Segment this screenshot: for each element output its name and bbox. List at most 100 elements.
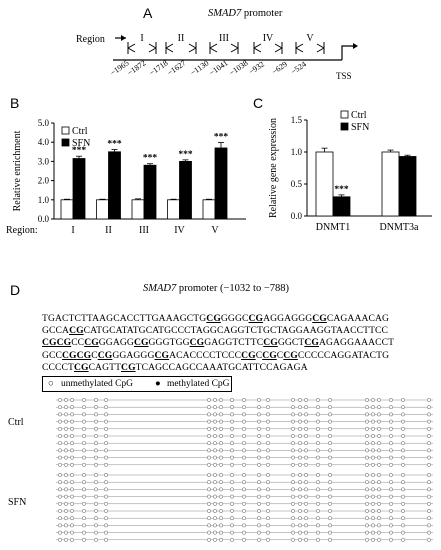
unmethylated-cpg (64, 530, 68, 535)
unmethylated-cpg (298, 398, 302, 402)
unmethylated-cpg (242, 419, 246, 424)
unmethylated-cpg (291, 516, 295, 521)
unmethylated-cpg (219, 412, 223, 417)
cpg-site: CG (206, 313, 221, 324)
unmethylated-cpg (291, 455, 295, 460)
group-label-ctrl: Ctrl (8, 417, 24, 428)
unmethylated-cpg (328, 480, 332, 485)
unmethylated-cpg (230, 494, 234, 499)
unmethylated-cpg (242, 448, 246, 453)
significance-label: *** (72, 146, 87, 156)
unmethylated-cpg (298, 434, 302, 438)
unmethylated-cpg (389, 426, 393, 431)
panel-label-a: A (143, 5, 153, 21)
unmethylated-cpg (427, 530, 431, 535)
panel-a-title-rest: promoter (241, 8, 283, 19)
unmethylated-cpg (389, 412, 393, 417)
region-numeral: III (219, 33, 229, 44)
unmethylated-cpg (304, 441, 308, 446)
sequence-fragment: CAGTT (88, 361, 122, 373)
unmethylated-cpg (207, 473, 211, 477)
primer-reverse-arrow (316, 43, 325, 53)
sequence-fragment: ACACCCCTCCC (169, 349, 242, 361)
unmethylated-cpg (266, 455, 270, 460)
unmethylated-cpg (94, 537, 98, 542)
unmethylated-cpg (304, 487, 308, 492)
unmethylated-cpg (242, 473, 246, 477)
unmethylated-cpg (94, 398, 98, 402)
cpg-site: CG (312, 313, 327, 324)
unmethylated-cpg (304, 537, 308, 542)
cpg-site: CG (42, 337, 57, 349)
unmethylated-cpg (70, 434, 74, 438)
unmethylated-cpg (64, 516, 68, 521)
unmethylated-cpg (94, 462, 98, 467)
unmethylated-cpg (257, 537, 261, 542)
panel-label-b: B (10, 95, 20, 111)
y-tick-label: 1.0 (291, 147, 303, 157)
unmethylated-cpg (377, 448, 381, 453)
unmethylated-cpg (266, 434, 270, 438)
unmethylated-cpg (365, 509, 369, 513)
unmethylated-cpg (58, 537, 62, 542)
unmethylated-cpg (298, 537, 302, 542)
unmethylated-cpg (291, 509, 295, 513)
cpg-site: CG (154, 349, 170, 361)
unmethylated-cpg (401, 412, 405, 417)
unmethylated-cpg (70, 509, 74, 513)
legend-swatch (340, 110, 349, 119)
unmethylated-cpg (371, 398, 375, 402)
unmethylated-cpg (213, 462, 217, 467)
unmethylated-cpg (70, 398, 74, 402)
unmethylated-cpg (328, 494, 332, 499)
unmethylated-cpg (213, 480, 217, 485)
unmethylated-cpg (377, 434, 381, 438)
position-label: −1627 (166, 58, 188, 77)
unmethylated-cpg (389, 441, 393, 446)
unmethylated-cpg (82, 494, 86, 499)
unmethylated-cpg (401, 530, 405, 535)
unmethylated-cpg (377, 462, 381, 467)
unmethylated-cpg (207, 494, 211, 499)
bar-sfn (398, 156, 417, 217)
unmethylated-cpg (304, 434, 308, 438)
unmethylated-cpg (401, 523, 405, 528)
unmethylated-cpg (377, 405, 381, 410)
unmethylated-cpg (389, 509, 393, 513)
unmethylated-cpg (291, 426, 295, 431)
unmethylated-cpg (70, 448, 74, 453)
unmethylated-cpg (58, 419, 62, 424)
methylated-legend-label: methylated CpG (167, 379, 230, 389)
unmethylated-cpg (427, 523, 431, 528)
unmethylated-cpg (213, 426, 217, 431)
unmethylated-cpg (291, 501, 295, 506)
unmethylated-cpg (371, 426, 375, 431)
unmethylated-cpg (328, 523, 332, 528)
sequence-fragment: GGGC (220, 313, 249, 324)
unmethylated-cpg (401, 494, 405, 499)
unmethylated-cpg (266, 398, 270, 402)
unmethylated-cpg (377, 398, 381, 402)
unmethylated-cpg (230, 462, 234, 467)
unmethylated-cpg (104, 537, 108, 542)
sequence-fragment: C (255, 349, 263, 361)
panel-label-c: C (253, 95, 264, 111)
region-arrow-head (121, 35, 126, 41)
unmethylated-cpg (365, 398, 369, 402)
unmethylated-cpg (104, 462, 108, 467)
unmethylated-cpg (64, 426, 68, 431)
unmethylated-cpg (58, 448, 62, 453)
unmethylated-cpg (207, 537, 211, 542)
unmethylated-cpg (298, 501, 302, 506)
unmethylated-cpg (230, 419, 234, 424)
unmethylated-cpg (58, 462, 62, 467)
panel-a-title: SMAD7 promoter (208, 8, 282, 19)
unmethylated-cpg (298, 405, 302, 410)
unmethylated-cpg (242, 516, 246, 521)
unmethylated-cpg (304, 494, 308, 499)
x-tick-label: DNMT3a (380, 222, 419, 233)
unmethylated-cpg (242, 398, 246, 402)
unmethylated-cpg (94, 448, 98, 453)
unmethylated-cpg (104, 516, 108, 521)
unmethylated-cpg (70, 473, 74, 477)
